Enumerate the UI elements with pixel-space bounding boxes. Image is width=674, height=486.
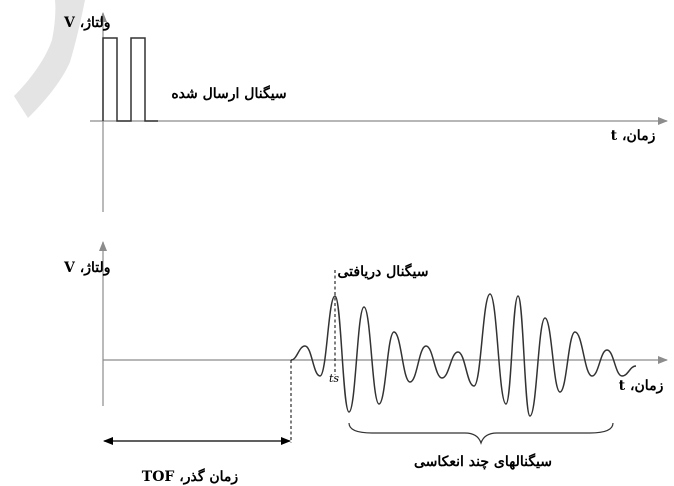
reflections-label: سیگنالهای چند انعکاسی [414, 453, 552, 470]
received-signal-label: سیگنال دریافتی [338, 263, 429, 280]
transmitted-signal-label: سیگنال ارسال شده [171, 85, 286, 102]
reflections-brace [348, 422, 614, 445]
transmitted-pulses [102, 37, 158, 122]
bottom-y-axis-label: ولتاژ، V [63, 260, 111, 276]
bottom-x-axis-label: زمان، t [619, 378, 664, 394]
tof-label: زمان گذر، TOF [142, 468, 239, 485]
top-x-axis-label: زمان، t [611, 128, 656, 144]
ts-label: ts [329, 372, 339, 385]
top-y-axis-label: ولتاژ، V [63, 15, 111, 31]
watermark-shape [14, 0, 85, 118]
received-waveform [290, 293, 637, 417]
